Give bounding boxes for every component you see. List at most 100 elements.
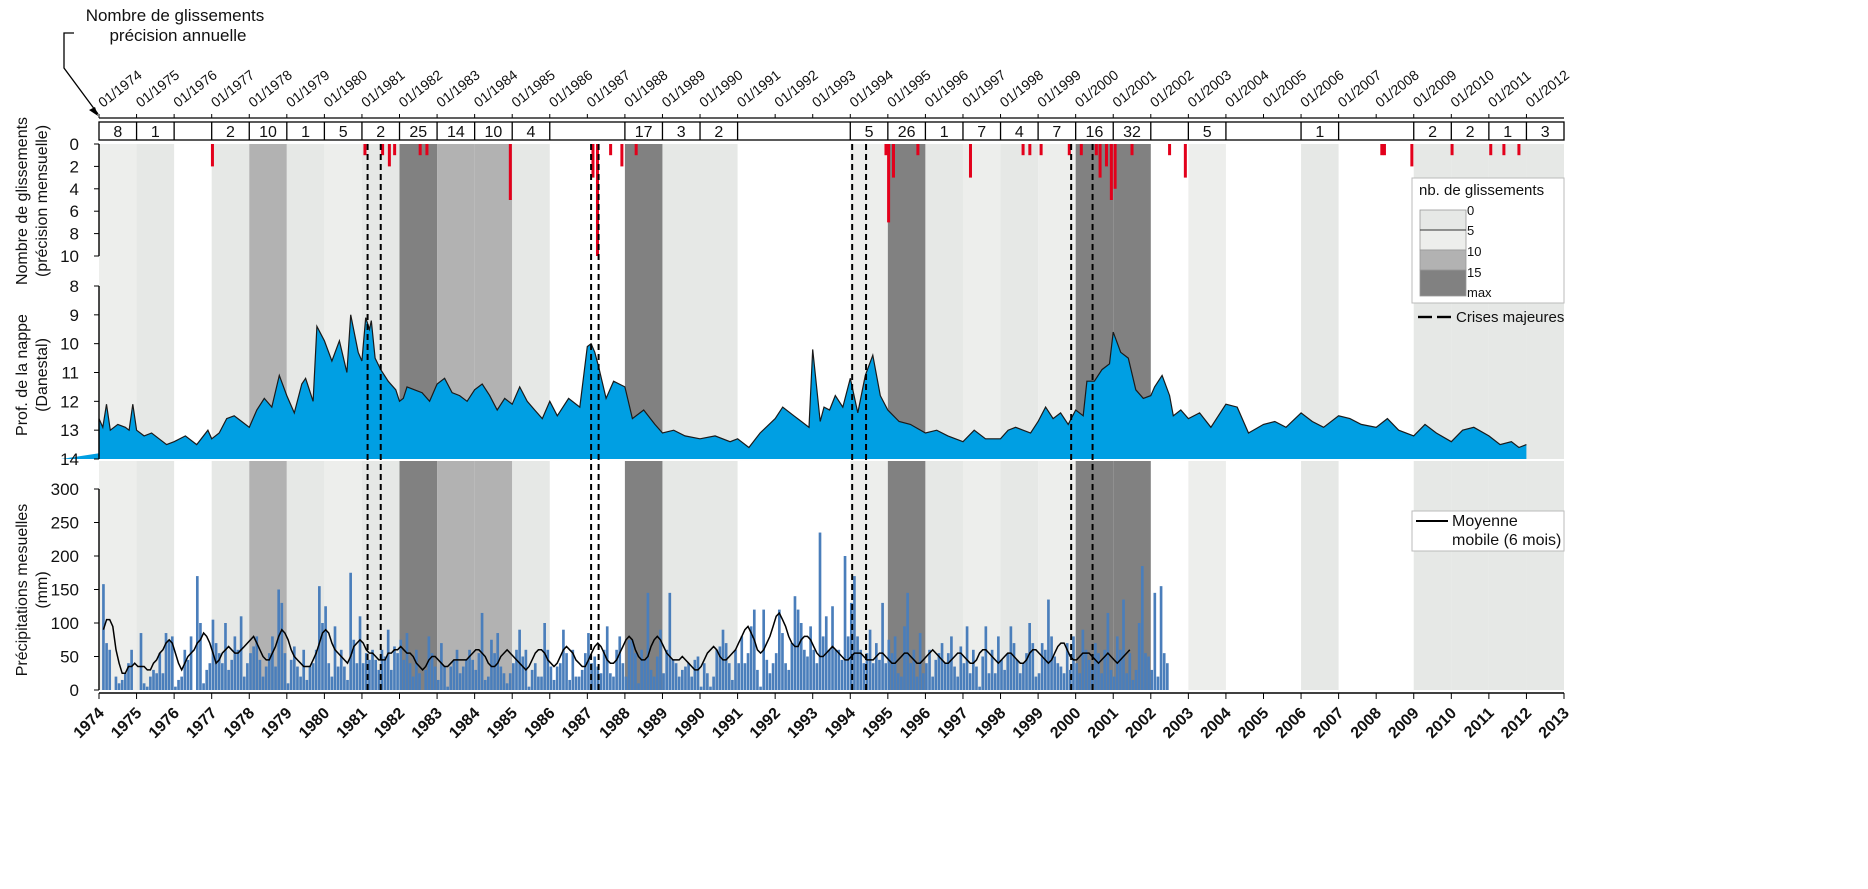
monthly-landslide-mark <box>1098 144 1102 178</box>
precip-bar <box>1140 566 1144 690</box>
precip-bar <box>402 659 406 690</box>
precip-bar <box>643 659 647 690</box>
precip-bar <box>383 656 387 690</box>
precip-bar <box>568 679 572 690</box>
precip-bar <box>990 649 994 690</box>
precip-bar <box>900 676 903 690</box>
water-table-ylabel-line1: Prof. de la nappe <box>14 314 31 436</box>
monthly-landslide-mark <box>595 144 599 256</box>
precip-bar <box>668 592 672 690</box>
x-axis-tick-label: 2003 <box>1160 705 1197 742</box>
precip-bar <box>702 663 706 690</box>
annual-count-value: 3 <box>1541 124 1550 141</box>
legend-level-10: 10 <box>1467 244 1481 259</box>
year-class-shade-15 <box>700 144 738 690</box>
precip-bar <box>1137 623 1141 690</box>
precip-bar <box>928 649 931 690</box>
legend-level-5: 5 <box>1467 223 1474 238</box>
x-axis-tick-label: 1998 <box>972 705 1009 742</box>
precip-bar <box>1018 673 1022 690</box>
precip-bar <box>1012 643 1016 690</box>
precip-bar <box>324 606 327 690</box>
precip-bar <box>759 686 762 690</box>
precip-bar <box>634 653 637 690</box>
precip-bar <box>399 639 403 690</box>
monthly-landslide-mark <box>609 144 613 156</box>
precip-bar <box>887 639 891 690</box>
monthly-landslide-mark <box>393 144 397 156</box>
precip-bar <box>712 676 715 690</box>
precip-bar <box>440 643 443 690</box>
precip-bar <box>537 676 540 690</box>
precip-bar <box>940 643 944 690</box>
precip-bar <box>671 659 675 690</box>
precip-bar <box>577 676 581 690</box>
annual-count-value: 25 <box>409 124 427 141</box>
precip-bar <box>490 639 493 690</box>
precip-bar <box>925 663 928 690</box>
precip-bar <box>424 669 428 690</box>
monthly-landslide-mark <box>1502 144 1506 156</box>
precip-bar <box>102 584 105 690</box>
precip-bar <box>909 663 913 690</box>
precip-bar <box>339 649 343 690</box>
precip-bar <box>239 616 243 690</box>
precip-bar <box>709 686 712 690</box>
precip-bar <box>361 663 365 690</box>
precip-bar <box>1006 653 1010 690</box>
year-class-shade-1 <box>136 144 175 690</box>
ma-legend-line1: Moyenne <box>1452 513 1518 530</box>
data-layer <box>61 144 1527 690</box>
precip-bar <box>680 669 684 690</box>
precip-bar <box>593 656 597 690</box>
x-axis-tick-label: 2006 <box>1273 705 1310 742</box>
precip-bar <box>583 653 587 690</box>
precip-bar <box>1003 669 1006 690</box>
monthly-landslide-mark <box>508 144 512 200</box>
monthly-count-ylabel-line2: (précision mensuelle) <box>34 125 51 277</box>
precip-bar <box>202 683 205 690</box>
precip-bar <box>771 663 775 690</box>
precip-bar <box>918 633 922 690</box>
precip-bar <box>405 633 409 690</box>
precip-bar <box>956 676 960 690</box>
precip-bar <box>1159 586 1163 690</box>
precip-bar <box>975 666 978 690</box>
monthly-y-tick-label: 10 <box>60 247 79 266</box>
precip-bar <box>768 673 772 690</box>
precip-bar <box>1031 643 1035 690</box>
precip-bar <box>408 663 412 690</box>
precip-bar <box>283 653 287 690</box>
annual-count-value: 5 <box>339 124 348 141</box>
precip-bar <box>602 649 606 690</box>
precip-bar <box>374 659 378 690</box>
precip-bar <box>1062 673 1066 690</box>
monthly-landslide-mark <box>1067 144 1071 156</box>
legend-level-0: 0 <box>1467 203 1474 218</box>
precip-bar <box>120 679 124 690</box>
x-axis-tick-label: 1993 <box>784 705 821 742</box>
water-table-y-tick-label: 10 <box>60 335 79 354</box>
precip-bar <box>799 623 803 690</box>
precip-bar <box>549 666 553 690</box>
precip-bar <box>533 663 537 690</box>
precip-bar <box>430 653 434 690</box>
legend-swatch-0 <box>1419 209 1467 231</box>
x-axis-tick-label: 2007 <box>1310 705 1347 742</box>
precip-bar <box>174 686 177 690</box>
precip-bar <box>765 659 769 690</box>
panel-separator <box>99 459 1564 461</box>
precip-bar <box>662 673 665 690</box>
precip-y-tick-label: 50 <box>60 648 79 667</box>
precip-bar <box>815 663 819 690</box>
precip-bar <box>236 649 240 690</box>
monthly-landslide-mark <box>887 144 891 223</box>
monthly-landslide-mark <box>1517 144 1521 156</box>
precip-bar <box>649 669 653 690</box>
precip-bar <box>330 676 334 690</box>
monthly-landslide-mark <box>363 144 367 156</box>
legend-crises-label: Crises majeures <box>1456 309 1564 326</box>
precip-bar <box>881 602 884 690</box>
precip-bar <box>812 649 816 690</box>
monthly-landslide-mark <box>1410 144 1414 167</box>
